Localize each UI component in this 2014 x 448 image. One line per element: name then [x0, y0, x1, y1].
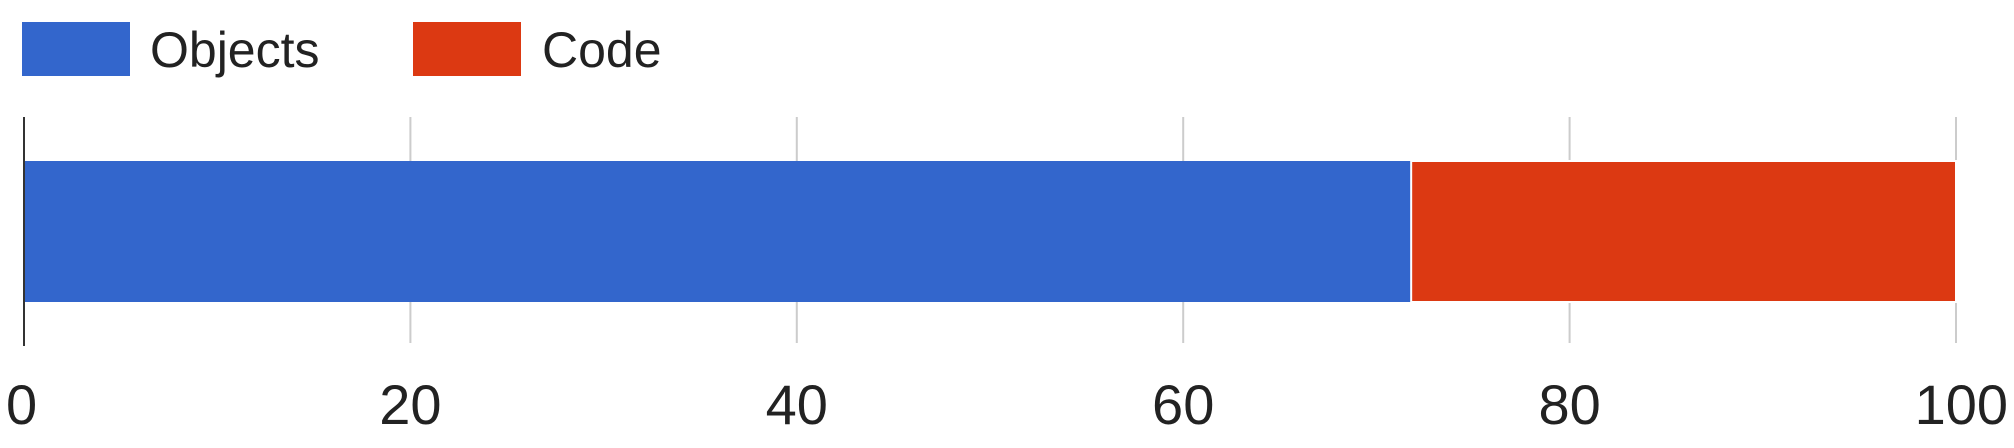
tick-label-100: 100: [1915, 373, 2008, 436]
tick-label-40: 40: [766, 373, 828, 436]
tick-label-20: 20: [379, 373, 441, 436]
legend: Objects Code: [22, 22, 662, 78]
legend-swatch-code: [413, 22, 521, 76]
x-axis-tick-labels: 0 20 40 60 80 100: [6, 373, 2008, 436]
legend-item-objects[interactable]: Objects: [22, 22, 320, 78]
legend-label-objects: Objects: [150, 22, 320, 78]
bar-code[interactable]: [1410, 160, 1957, 303]
legend-item-code[interactable]: Code: [413, 22, 662, 78]
bars: [24, 160, 1957, 303]
tick-label-0: 0: [6, 373, 37, 436]
legend-swatch-objects: [22, 22, 130, 76]
tick-label-80: 80: [1538, 373, 1600, 436]
tick-label-60: 60: [1152, 373, 1214, 436]
bar-objects[interactable]: [24, 161, 1412, 302]
legend-label-code: Code: [542, 22, 662, 78]
